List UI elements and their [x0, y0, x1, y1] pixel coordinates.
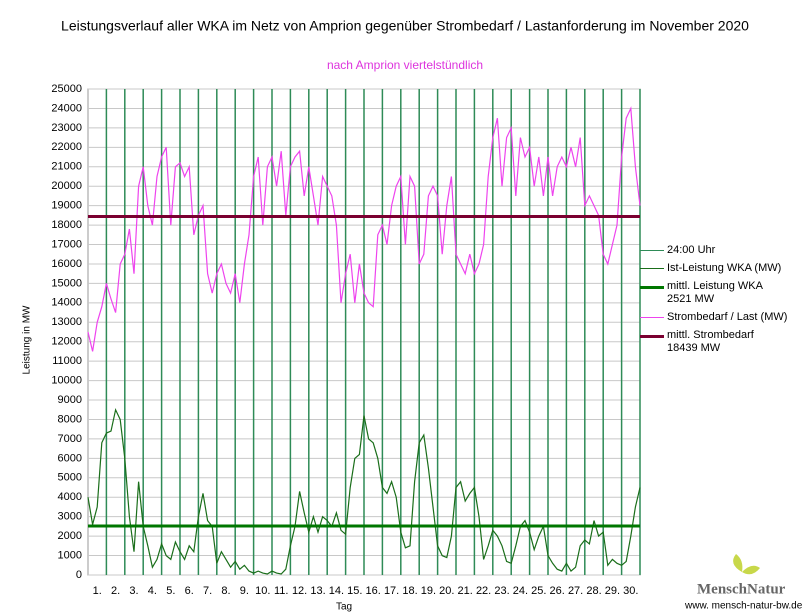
logo-leaf: [733, 554, 760, 575]
x-tick-label: 24.: [513, 585, 528, 597]
y-tick-label: 12000: [51, 336, 82, 348]
legend-label: Ist-Leistung WKA (MW): [667, 262, 782, 274]
legend-swatch: [640, 335, 664, 338]
y-tick-label: 21000: [51, 161, 82, 173]
legend-swatch: [640, 268, 664, 269]
y-tick-label: 9000: [58, 394, 82, 406]
x-tick-label: 25.: [531, 585, 546, 597]
x-tick-label: 20.: [439, 585, 454, 597]
y-tick-label: 23000: [51, 122, 82, 134]
legend-item: Strombedarf / Last (MW): [640, 311, 810, 324]
legend-swatch: [640, 250, 664, 251]
x-tick-label: 10.: [255, 585, 270, 597]
legend-label: Strombedarf / Last (MW): [667, 311, 788, 323]
x-tick-label: 16.: [366, 585, 381, 597]
series-line: [87, 106, 641, 352]
y-tick-label: 10000: [51, 375, 82, 387]
x-tick-label: 27.: [568, 585, 583, 597]
website: www. mensch-natur-bw.de: [684, 601, 803, 612]
y-tick-label: 24000: [51, 102, 82, 114]
x-tick-label: 1.: [93, 585, 102, 597]
y-tick-label: 20000: [51, 180, 82, 192]
x-tick-label: 21.: [458, 585, 473, 597]
legend-label: 24:00 Uhr: [667, 244, 716, 256]
x-tick-label: 26.: [550, 585, 565, 597]
y-tick-label: 0: [76, 569, 82, 581]
x-tick-label: 28.: [586, 585, 601, 597]
series-line: [87, 407, 641, 575]
y-tick-label: 8000: [58, 413, 82, 425]
x-axis-label: Tag: [336, 602, 352, 613]
x-tick-label: 6.: [185, 585, 194, 597]
legend-item: mittl. Leistung WKA 2521 MW: [640, 280, 810, 306]
y-axis-label: Leistung in MW: [22, 305, 33, 374]
x-tick-label: 12.: [292, 585, 307, 597]
legend-label: 18439 MW: [667, 342, 721, 354]
x-tick-label: 29.: [605, 585, 620, 597]
legend-item: Ist-Leistung WKA (MW): [640, 262, 810, 275]
x-tick-label: 30.: [623, 585, 638, 597]
x-tick-label: 5.: [166, 585, 175, 597]
y-tick-label: 5000: [58, 472, 82, 484]
x-tick-label: 8.: [221, 585, 230, 597]
x-tick-label: 13.: [310, 585, 325, 597]
x-tick-label: 4.: [148, 585, 157, 597]
y-tick-label: 13000: [51, 316, 82, 328]
brand: MenschNatur: [697, 581, 786, 597]
legend: 24:00 Uhr Ist-Leistung WKA (MW) mittl. Lei…: [640, 244, 810, 360]
chart-subtitle: nach Amprion viertelstündlich: [327, 58, 483, 72]
x-tick-label: 17.: [384, 585, 399, 597]
legend-swatch: [640, 317, 664, 318]
x-tick-label: 2.: [111, 585, 120, 597]
x-tick-label: 3.: [129, 585, 138, 597]
x-tick-label: 9.: [240, 585, 249, 597]
legend-label: 2521 MW: [667, 293, 715, 305]
x-tick-label: 7.: [203, 585, 212, 597]
chart-title: Leistungsverlauf aller WKA im Netz von A…: [61, 18, 749, 34]
legend-swatch: [640, 286, 664, 289]
x-tick-label: 14.: [329, 585, 344, 597]
x-tick-label: 23.: [494, 585, 509, 597]
legend-label: mittl. Leistung WKA: [667, 280, 763, 292]
x-tick-label: 18.: [402, 585, 417, 597]
y-tick-label: 3000: [58, 511, 82, 523]
y-tick-label: 17000: [51, 238, 82, 250]
y-tick-label: 16000: [51, 258, 82, 270]
y-tick-label: 14000: [51, 297, 82, 309]
y-tick-label: 25000: [51, 83, 82, 95]
x-tick-label: 19.: [421, 585, 436, 597]
y-tick-label: 11000: [52, 355, 82, 367]
y-tick-label: 15000: [51, 277, 82, 289]
x-tick-label: 11.: [274, 585, 288, 597]
y-tick-label: 19000: [51, 200, 82, 212]
y-tick-label: 2000: [58, 530, 82, 542]
x-tick-label: 22.: [476, 585, 491, 597]
y-tick-label: 7000: [58, 433, 82, 445]
y-tick-label: 18000: [51, 219, 82, 231]
y-tick-label: 1000: [58, 549, 82, 561]
legend-item: 24:00 Uhr: [640, 244, 810, 257]
y-tick-label: 4000: [58, 491, 82, 503]
legend-item: mittl. Strombedarf 18439 MW: [640, 329, 810, 355]
y-tick-label: 6000: [58, 452, 82, 464]
legend-label: mittl. Strombedarf: [667, 329, 754, 341]
x-tick-label: 15.: [347, 585, 362, 597]
y-tick-label: 22000: [51, 141, 82, 153]
